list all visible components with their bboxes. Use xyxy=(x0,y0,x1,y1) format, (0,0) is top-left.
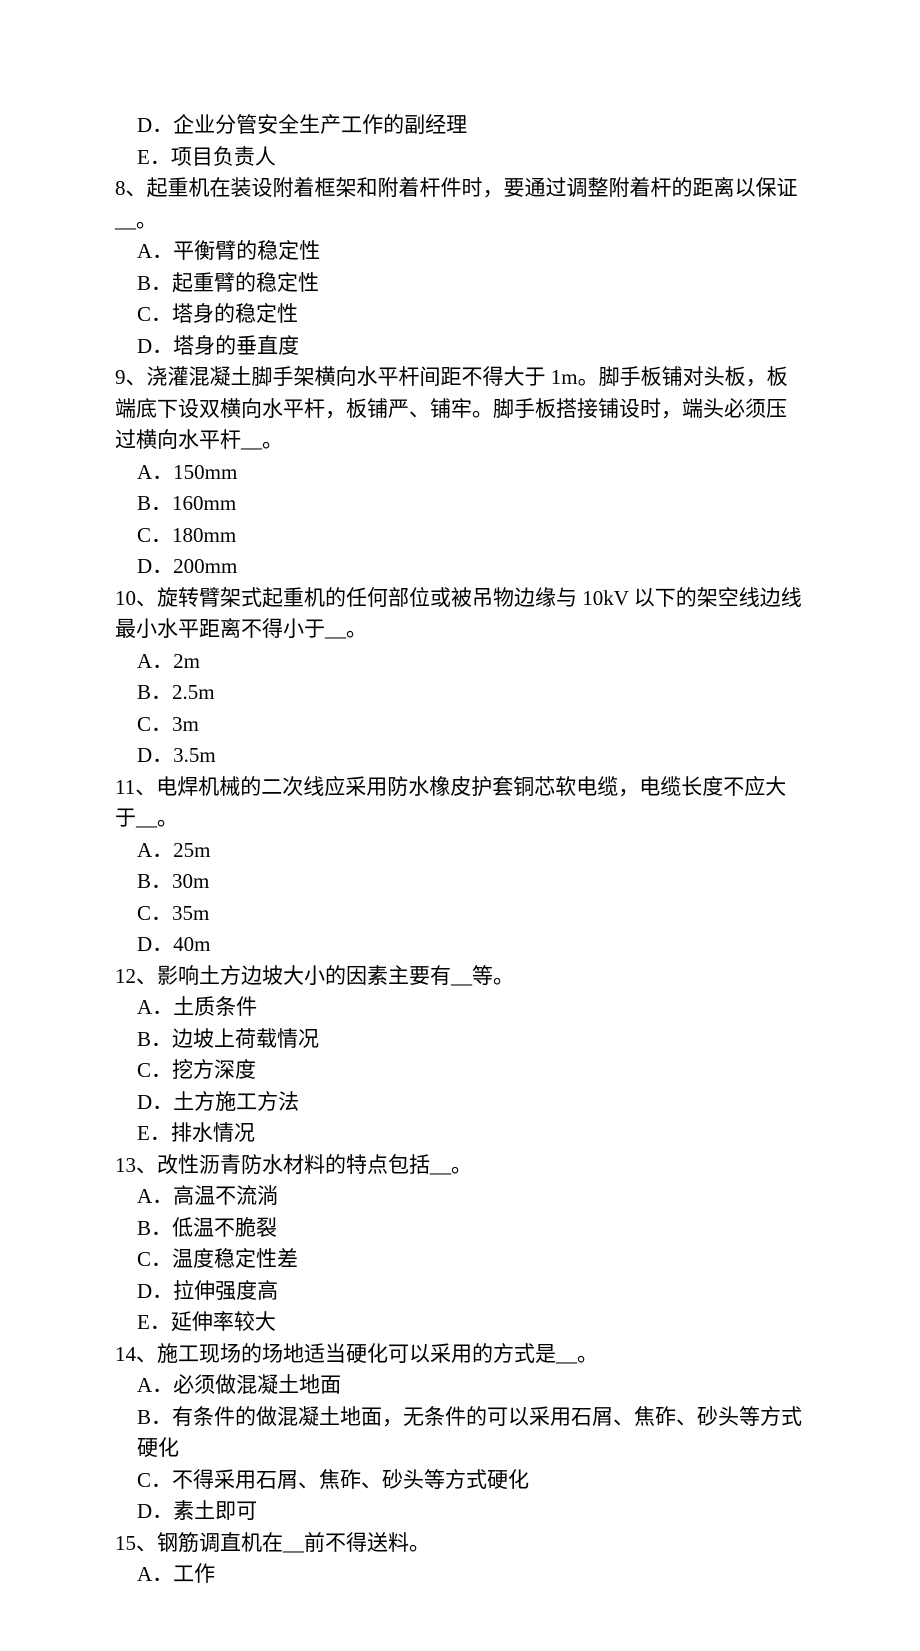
option-line: D．3.5m xyxy=(115,740,805,772)
option-line: C．温度稳定性差 xyxy=(115,1244,805,1276)
option-line: E．项目负责人 xyxy=(115,142,805,174)
question-line: 12、影响土方边坡大小的因素主要有__等。 xyxy=(115,961,805,993)
question-line: 13、改性沥青防水材料的特点包括__。 xyxy=(115,1150,805,1182)
option-line: C．挖方深度 xyxy=(115,1055,805,1087)
option-line: B．有条件的做混凝土地面，无条件的可以采用石屑、焦砟、砂头等方式硬化 xyxy=(115,1402,805,1465)
option-line: E．延伸率较大 xyxy=(115,1307,805,1339)
option-line: A．150mm xyxy=(115,457,805,489)
question-line: 15、钢筋调直机在__前不得送料。 xyxy=(115,1528,805,1560)
option-line: A．平衡臂的稳定性 xyxy=(115,236,805,268)
option-line: D．企业分管安全生产工作的副经理 xyxy=(115,110,805,142)
document-page: D．企业分管安全生产工作的副经理E．项目负责人8、起重机在装设附着框架和附着杆件… xyxy=(0,0,920,1651)
option-line: D．塔身的垂直度 xyxy=(115,331,805,363)
option-line: B．160mm xyxy=(115,488,805,520)
option-line: B．2.5m xyxy=(115,677,805,709)
option-line: E．排水情况 xyxy=(115,1118,805,1150)
option-line: A．土质条件 xyxy=(115,992,805,1024)
option-line: D．素土即可 xyxy=(115,1496,805,1528)
question-line: 11、电焊机械的二次线应采用防水橡皮护套铜芯软电缆，电缆长度不应大于__。 xyxy=(115,772,805,835)
option-line: D．拉伸强度高 xyxy=(115,1276,805,1308)
option-line: C．不得采用石屑、焦砟、砂头等方式硬化 xyxy=(115,1465,805,1497)
option-line: A．工作 xyxy=(115,1559,805,1591)
option-line: C．3m xyxy=(115,709,805,741)
option-line: D．40m xyxy=(115,929,805,961)
option-line: A．2m xyxy=(115,646,805,678)
question-line: 9、浇灌混凝土脚手架横向水平杆间距不得大于 1m。脚手板铺对头板，板端底下设双横… xyxy=(115,362,805,457)
option-line: D．200mm xyxy=(115,551,805,583)
option-line: A．必须做混凝土地面 xyxy=(115,1370,805,1402)
option-line: B．30m xyxy=(115,866,805,898)
option-line: C．180mm xyxy=(115,520,805,552)
option-line: B．边坡上荷载情况 xyxy=(115,1024,805,1056)
option-line: A．25m xyxy=(115,835,805,867)
question-line: 8、起重机在装设附着框架和附着杆件时，要通过调整附着杆的距离以保证__。 xyxy=(115,173,805,236)
option-line: B．起重臂的稳定性 xyxy=(115,268,805,300)
option-line: D．土方施工方法 xyxy=(115,1087,805,1119)
option-line: C．塔身的稳定性 xyxy=(115,299,805,331)
question-line: 10、旋转臂架式起重机的任何部位或被吊物边缘与 10kV 以下的架空线边线最小水… xyxy=(115,583,805,646)
question-line: 14、施工现场的场地适当硬化可以采用的方式是__。 xyxy=(115,1339,805,1371)
option-line: A．高温不流淌 xyxy=(115,1181,805,1213)
option-line: C．35m xyxy=(115,898,805,930)
option-line: B．低温不脆裂 xyxy=(115,1213,805,1245)
